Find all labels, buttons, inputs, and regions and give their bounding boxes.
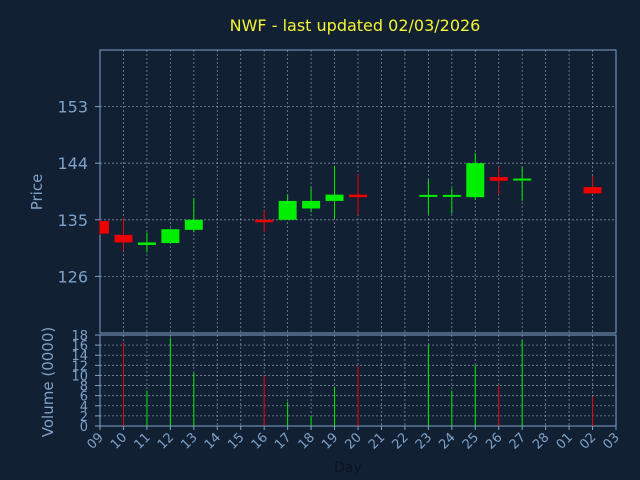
- price-tick-label: 144: [57, 154, 88, 173]
- price-tick-label: 126: [57, 267, 88, 286]
- volume-tick-label: 10: [71, 369, 88, 384]
- volume-axis-label: Volume (0000): [39, 327, 57, 437]
- candle-body-down: [349, 194, 367, 198]
- price-panel: 126 135 144 153 Price: [28, 49, 617, 334]
- candle-body-up: [442, 194, 461, 197]
- candle-body-down: [583, 187, 602, 194]
- candle-body-up: [278, 200, 297, 220]
- volume-tick-label: 2: [80, 410, 88, 425]
- candle-body-down: [255, 219, 274, 223]
- candle-body-up: [466, 163, 485, 198]
- candle-body-down: [114, 234, 133, 243]
- price-tick-label: 153: [57, 98, 88, 117]
- volume-tick-label: 18: [71, 329, 88, 344]
- candle-body-up: [137, 242, 156, 245]
- candle-body-up: [325, 194, 344, 201]
- price-tick-label: 135: [57, 211, 88, 230]
- volume-tick-label: 8: [80, 380, 88, 395]
- volume-tick-label: 16: [71, 339, 88, 354]
- chart-title: NWF - last updated 02/03/2026: [230, 16, 481, 35]
- volume-bars: [122, 337, 594, 426]
- candle-body-up: [419, 194, 438, 197]
- volume-tick-label: 6: [80, 390, 88, 405]
- candle-body-up: [302, 200, 321, 209]
- volume-tick-label: 14: [71, 349, 88, 364]
- candles: [99, 153, 602, 253]
- candle-body-up: [184, 219, 203, 230]
- candle-body-down: [100, 221, 109, 234]
- candle-body-up: [513, 178, 532, 181]
- volume-tick-label: 4: [80, 400, 88, 415]
- volume-tick-label: 12: [71, 359, 88, 374]
- candle-body-up: [161, 229, 180, 244]
- volume-tick-label: 0: [80, 420, 88, 435]
- price-axis-label: Price: [28, 174, 46, 211]
- candle-body-down: [489, 177, 508, 181]
- price-y-ticks: 126 135 144 153: [57, 98, 100, 286]
- x-axis-label: Day: [334, 460, 362, 476]
